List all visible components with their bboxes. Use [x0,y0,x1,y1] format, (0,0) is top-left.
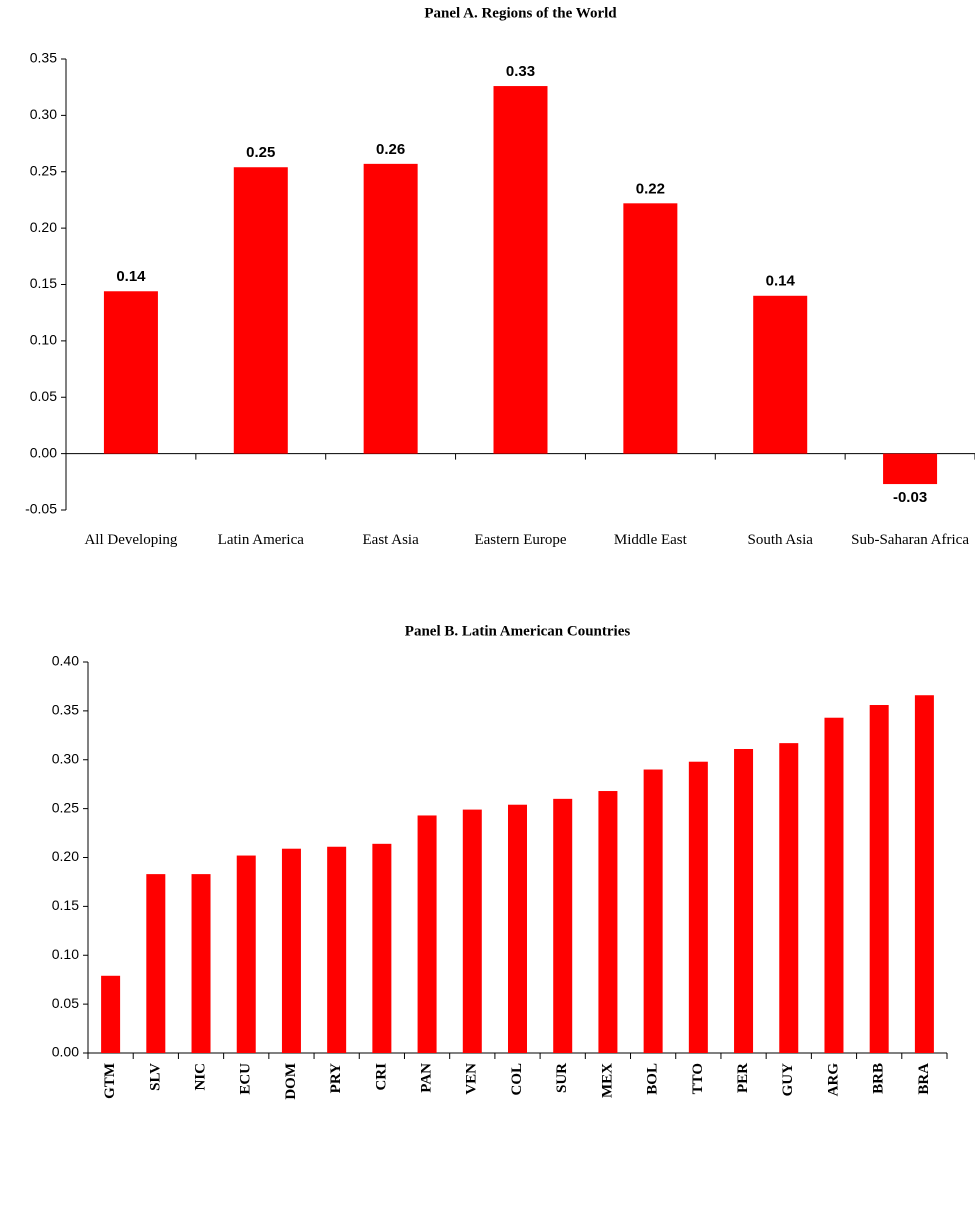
bar [688,761,708,1053]
y-tick-label: 0.25 [30,162,57,178]
y-tick-label: 0.05 [52,995,79,1011]
bar [598,791,618,1053]
value-label: -0.03 [893,489,927,506]
y-tick-label: 0.40 [52,653,79,669]
x-tick-label: VEN [464,1063,480,1095]
y-tick-label: 0.35 [52,702,79,718]
x-tick-label: All Developing [84,532,178,548]
x-tick-label: DOM [283,1063,299,1100]
x-tick-label: Eastern Europe [474,532,567,548]
x-tick-label: SUR [554,1063,570,1093]
x-tick-label: South Asia [747,532,813,548]
x-tick-label: PRY [328,1063,344,1093]
x-tick-label: BRB [871,1063,887,1094]
bar [508,804,527,1053]
bar [462,809,482,1053]
y-tick-label: 0.20 [30,219,57,235]
value-label: 0.33 [506,63,535,80]
bar [643,769,663,1053]
x-tick-label: Sub-Saharan Africa [851,532,969,548]
x-tick-label: CRI [373,1063,389,1091]
x-tick-label: PAN [419,1063,435,1093]
value-label: 0.26 [376,141,405,158]
y-tick-label: 0.15 [30,275,57,291]
y-tick-label: -0.05 [25,501,57,517]
chart-title: Panel A. Regions of the World [424,5,617,21]
bar [753,295,808,454]
y-tick-label: 0.10 [52,946,79,962]
y-tick-label: 0.00 [30,444,57,460]
x-tick-label: MEX [599,1063,615,1098]
x-tick-label: SLV [147,1063,163,1091]
bar [372,843,392,1053]
x-tick-label: BRA [916,1063,932,1095]
bar [103,291,158,454]
x-tick-label: NIC [192,1063,208,1091]
bar [493,86,548,454]
x-tick-label: COL [509,1063,525,1096]
x-tick-label: PER [735,1063,751,1093]
bar [914,695,934,1053]
x-tick-label: Latin America [217,532,304,548]
bar [327,846,347,1053]
y-tick-label: 0.25 [52,799,79,815]
y-tick-label: 0.20 [52,848,79,864]
bar [824,717,844,1053]
y-tick-label: 0.30 [30,106,57,122]
bar [191,874,211,1053]
y-tick-label: 0.10 [30,332,57,348]
bar [101,975,121,1053]
value-label: 0.25 [246,144,275,161]
y-tick-label: 0.35 [30,50,57,66]
value-label: 0.22 [636,180,665,197]
x-tick-label: BOL [645,1063,661,1095]
y-tick-label: 0.15 [52,897,79,913]
bar [623,203,678,454]
x-tick-label: TTO [690,1063,706,1094]
bar [233,167,288,454]
x-tick-label: Middle East [613,532,687,548]
bar [146,874,166,1053]
x-tick-label: ECU [238,1063,254,1095]
x-tick-label: GTM [102,1063,118,1099]
y-tick-label: 0.05 [30,388,57,404]
bar [236,855,256,1053]
bar [417,815,437,1053]
bar [869,705,889,1053]
bar [363,163,418,454]
bar [734,748,754,1053]
value-label: 0.14 [116,268,146,285]
bar [779,743,799,1053]
chart-title: Panel B. Latin American Countries [405,623,631,639]
x-tick-label: East Asia [362,532,419,548]
y-tick-label: 0.00 [52,1044,79,1060]
bar [281,848,301,1053]
bar [553,798,573,1053]
x-tick-label: GUY [780,1063,796,1097]
bar [883,453,938,485]
x-tick-label: ARG [825,1063,841,1097]
y-tick-label: 0.30 [52,750,79,766]
value-label: 0.14 [766,273,796,290]
